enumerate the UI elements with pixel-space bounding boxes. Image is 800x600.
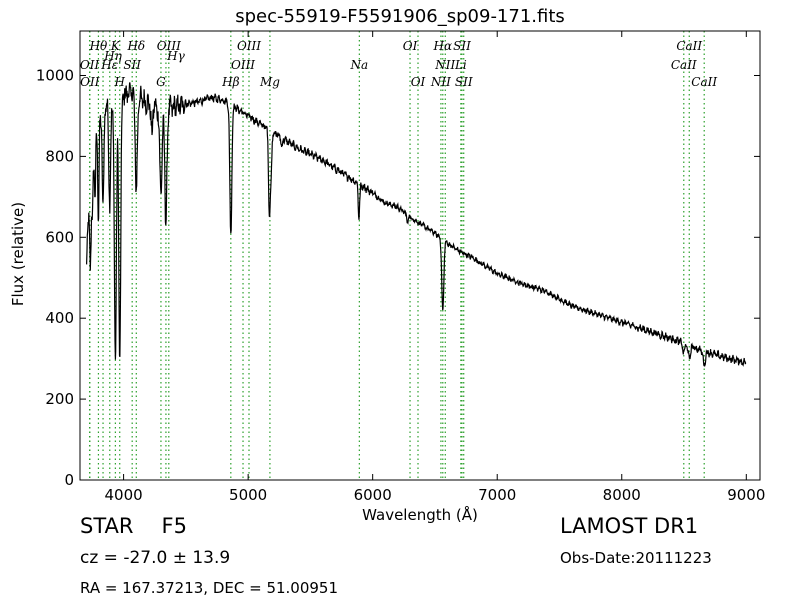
y-tick-label: 200 — [45, 390, 74, 408]
x-tick-label: 5000 — [229, 486, 267, 504]
y-tick-label: 600 — [45, 228, 74, 246]
redshift-value: cz = -27.0 ± 13.9 — [80, 548, 231, 568]
line-marker-label: Na — [350, 58, 369, 72]
line-marker-label: Hα — [433, 39, 453, 53]
line-marker-label: NII — [434, 58, 455, 72]
line-marker-label: CaII — [691, 75, 717, 89]
x-tick-label: 6000 — [354, 486, 392, 504]
line-marker-label: OIII — [237, 39, 261, 53]
object-subclass: F5 — [161, 514, 187, 538]
x-axis-label: Wavelength (Å) — [362, 506, 478, 524]
line-marker-label: Hη — [103, 49, 122, 63]
line-marker-label: Hε — [100, 58, 118, 72]
object-type: STAR — [80, 514, 134, 538]
x-tick-label: 9000 — [727, 486, 765, 504]
line-marker-label: NII — [430, 75, 451, 89]
line-marker-label: SII — [455, 75, 473, 89]
line-marker-label: SII — [453, 39, 471, 53]
x-tick-label: 8000 — [603, 486, 641, 504]
line-markers — [88, 31, 705, 480]
line-marker-label: CaII — [676, 39, 702, 53]
line-marker-label: CaII — [671, 58, 697, 72]
coordinates: RA = 167.37213, DEC = 51.00951 — [80, 579, 339, 597]
x-axis: 4000 5000 6000 7000 8000 9000 — [104, 31, 765, 504]
page-title: spec-55919-F5591906_sp09-171.fits — [235, 6, 565, 27]
line-marker-label: SII — [123, 58, 141, 72]
line-marker-label: Hγ — [166, 49, 185, 63]
line-marker-label: G — [156, 75, 166, 89]
y-tick-label: 800 — [45, 147, 74, 165]
line-marker-label: K — [110, 39, 121, 53]
plot-frame — [79, 30, 761, 481]
line-marker-label: OIII — [157, 39, 181, 53]
line-marker-label: H — [113, 75, 125, 89]
line-marker-label: Hδ — [126, 39, 145, 53]
y-tick-label: 400 — [45, 309, 74, 327]
line-marker-label: Hβ — [221, 75, 239, 89]
object-class: STAR F5 — [80, 514, 187, 538]
line-marker-label: OI — [411, 75, 426, 89]
y-tick-label: 1000 — [36, 66, 74, 84]
x-tick-label: 4000 — [104, 486, 142, 504]
line-marker-label: Hθ — [89, 39, 108, 53]
y-axis-label: Flux (relative) — [9, 201, 27, 307]
line-marker-label: OI — [403, 39, 418, 53]
x-tick-label: 7000 — [478, 486, 516, 504]
survey-name: LAMOST DR1 — [560, 514, 699, 538]
spectrum-line — [86, 82, 747, 368]
line-marker-label: OII — [80, 58, 100, 72]
line-marker-label: Mg — [259, 75, 280, 89]
line-marker-label: OIII — [231, 58, 255, 72]
observation-date: Obs-Date:20111223 — [560, 549, 712, 567]
line-marker-label: Li — [454, 58, 467, 72]
y-tick-label: 0 — [64, 471, 74, 489]
line-marker-label: OII — [80, 75, 100, 89]
y-axis: 0 200 400 600 800 1000 — [36, 66, 760, 489]
